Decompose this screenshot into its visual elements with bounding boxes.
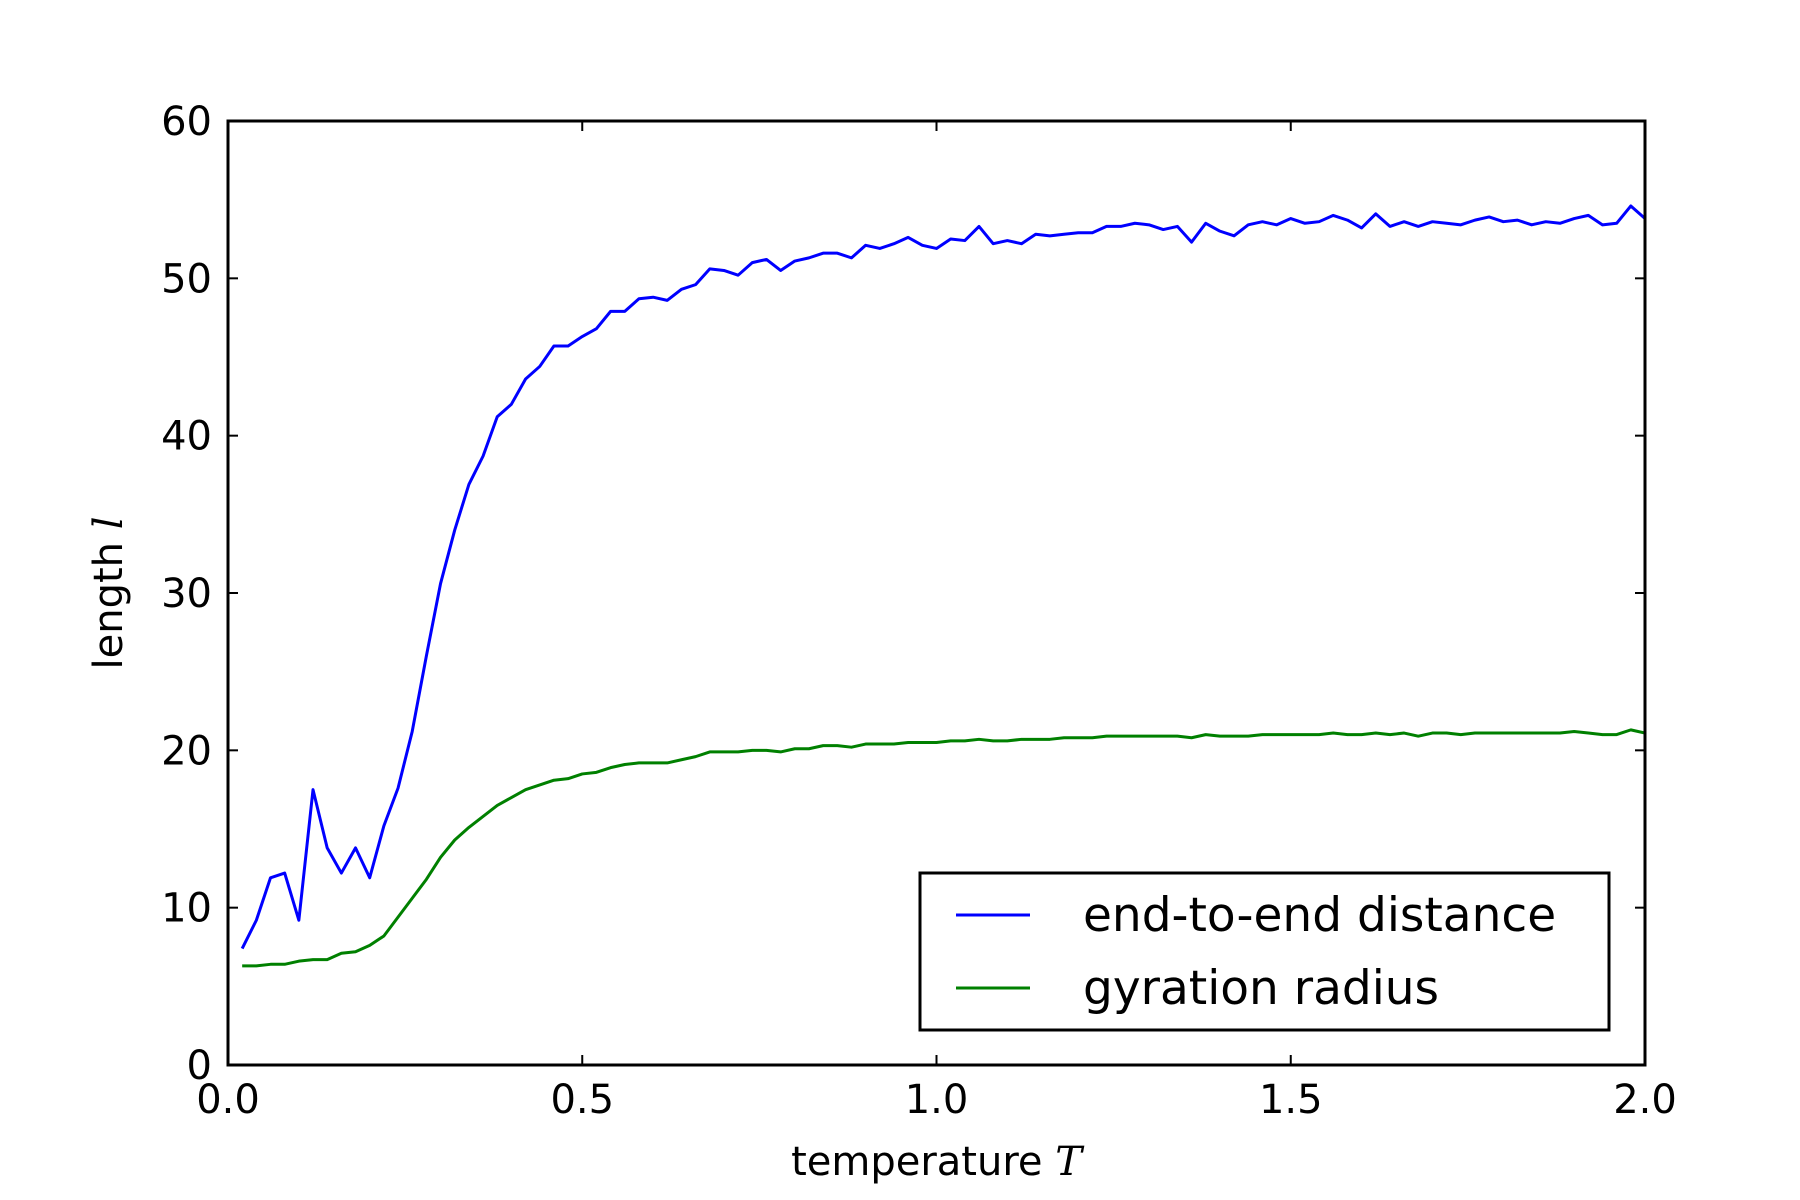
x-tick-label: 0.0 xyxy=(196,1077,260,1123)
x-axis-label: temperature T xyxy=(791,1139,1085,1185)
x-axis-label-text: temperature xyxy=(791,1139,1055,1185)
y-tick-label: 60 xyxy=(161,99,212,145)
x-axis-variable: T xyxy=(1055,1139,1085,1185)
y-tick-label: 30 xyxy=(161,571,212,617)
legend-label-1: gyration radius xyxy=(1083,961,1439,1016)
x-tick-label: 1.5 xyxy=(1259,1077,1323,1123)
legend-box xyxy=(918,871,1611,1032)
legend-label-0: end-to-end distance xyxy=(1083,888,1556,943)
plot-area xyxy=(240,204,1645,968)
x-tick-label: 1.0 xyxy=(905,1077,969,1123)
series-group xyxy=(240,204,1645,968)
y-tick-label: 10 xyxy=(161,886,212,932)
x-tick-label: 0.5 xyxy=(550,1077,614,1123)
y-tick-label: 40 xyxy=(161,414,212,460)
y-axis-label: length l xyxy=(86,516,132,669)
y-tick-label: 20 xyxy=(161,728,212,774)
series-line-0 xyxy=(240,204,1645,950)
y-axis-variable: l xyxy=(86,516,132,529)
x-tick-label: 2.0 xyxy=(1613,1077,1677,1123)
y-axis-label-text: length xyxy=(86,529,132,669)
axes: 0.0 0.5 1.0 1.5 2.0 0 10 20 30 40 50 60 temperature … xyxy=(86,99,1677,1185)
y-tick-label: 50 xyxy=(161,256,212,302)
series-line-1 xyxy=(242,728,1645,968)
plot-frame xyxy=(226,119,1647,1067)
legend: end-to-end distance gyration radius xyxy=(918,871,1611,1032)
y-tick-label: 0 xyxy=(187,1043,212,1089)
